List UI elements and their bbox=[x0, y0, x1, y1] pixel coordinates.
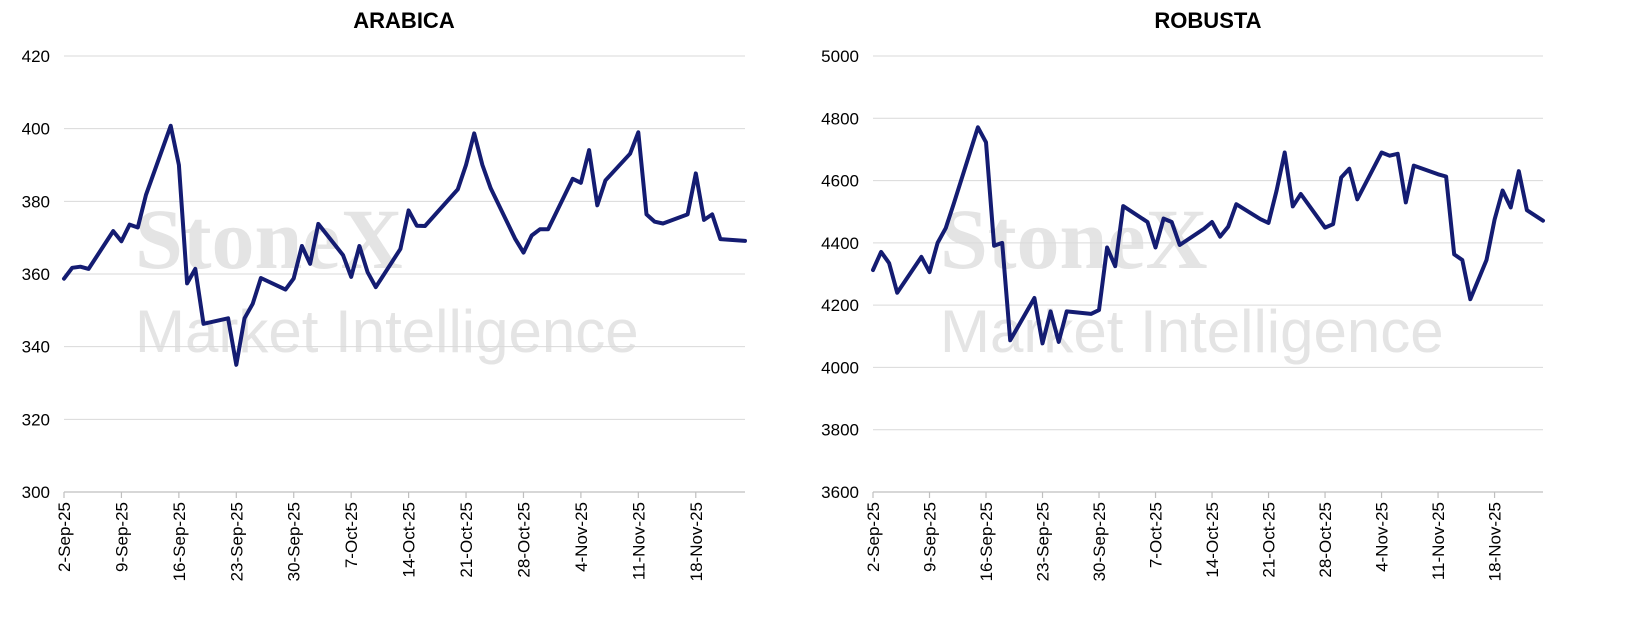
x-tick-label: 11-Nov-25 bbox=[1429, 502, 1448, 580]
x-tick-label: 7-Oct-25 bbox=[1147, 502, 1166, 568]
y-tick-label: 3600 bbox=[821, 483, 859, 502]
x-tick-label: 14-Oct-25 bbox=[400, 502, 419, 578]
x-tick-label: 7-Oct-25 bbox=[342, 502, 361, 568]
y-tick-label: 4200 bbox=[821, 296, 859, 315]
y-tick-label: 4600 bbox=[821, 172, 859, 191]
y-tick-label: 3800 bbox=[821, 421, 859, 440]
x-tick-label: 23-Sep-25 bbox=[1034, 502, 1053, 581]
y-tick-label: 420 bbox=[22, 47, 50, 66]
arabica-chart: StoneX Market Intelligence ARABICA 420 400 38… bbox=[22, 8, 747, 581]
y-tick-label: 400 bbox=[22, 120, 50, 139]
x-tick-label: 28-Oct-25 bbox=[514, 502, 533, 578]
x-tick-label: 18-Nov-25 bbox=[687, 502, 706, 581]
x-tick-label: 11-Nov-25 bbox=[629, 502, 648, 580]
x-tick-label: 16-Sep-25 bbox=[977, 502, 996, 581]
y-tick-label: 300 bbox=[22, 483, 50, 502]
x-tick-label: 4-Nov-25 bbox=[572, 502, 591, 572]
x-tick-label: 21-Oct-25 bbox=[457, 502, 476, 578]
x-tick-label: 16-Sep-25 bbox=[170, 502, 189, 581]
robusta-chart: StoneX Market Intelligence ROBUSTA 5000 4800… bbox=[821, 8, 1545, 581]
x-tick-label: 9-Sep-25 bbox=[921, 502, 940, 572]
watermark-logo-text: StoneX bbox=[940, 191, 1208, 287]
chart-title: ROBUSTA bbox=[1154, 8, 1261, 33]
x-tick-label: 28-Oct-25 bbox=[1316, 502, 1335, 578]
y-tick-label: 4800 bbox=[821, 109, 859, 128]
x-tick-label: 14-Oct-25 bbox=[1203, 502, 1222, 578]
x-tick-label: 18-Nov-25 bbox=[1486, 502, 1505, 581]
watermark-subtitle-text: Market Intelligence bbox=[135, 298, 639, 365]
watermark-logo-text: StoneX bbox=[135, 191, 403, 287]
y-tick-label: 380 bbox=[22, 192, 50, 211]
chart-title: ARABICA bbox=[353, 8, 455, 33]
y-tick-label: 320 bbox=[22, 410, 50, 429]
series-line bbox=[62, 123, 747, 367]
y-tick-label: 4000 bbox=[821, 358, 859, 377]
y-tick-label: 4400 bbox=[821, 234, 859, 253]
x-tick-label: 23-Sep-25 bbox=[227, 502, 246, 581]
x-tick-label: 30-Sep-25 bbox=[285, 502, 304, 581]
series-line bbox=[871, 125, 1545, 346]
y-tick-label: 360 bbox=[22, 265, 50, 284]
y-tick-label: 5000 bbox=[821, 47, 859, 66]
x-tick-label: 4-Nov-25 bbox=[1373, 502, 1392, 572]
watermark-subtitle-text: Market Intelligence bbox=[940, 298, 1444, 365]
x-tick-label: 2-Sep-25 bbox=[55, 502, 74, 572]
x-tick-label: 21-Oct-25 bbox=[1260, 502, 1279, 578]
x-tick-label: 2-Sep-25 bbox=[864, 502, 883, 572]
x-tick-label: 30-Sep-25 bbox=[1090, 502, 1109, 581]
y-tick-label: 340 bbox=[22, 338, 50, 357]
x-tick-label: 9-Sep-25 bbox=[112, 502, 131, 572]
